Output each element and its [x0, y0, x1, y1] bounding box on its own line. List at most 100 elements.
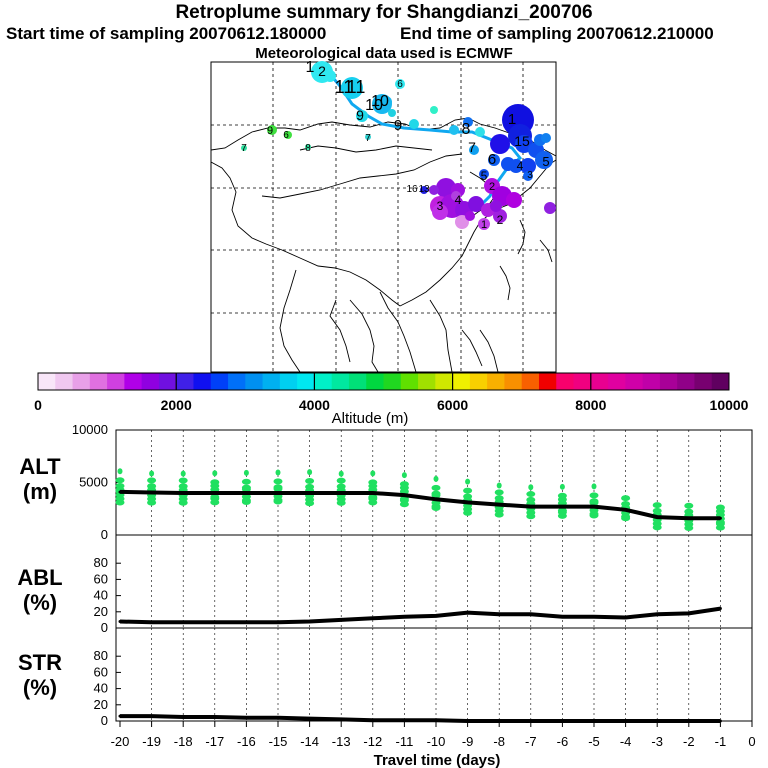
y-tick-label: 5000	[79, 475, 108, 490]
plume-marker	[544, 202, 556, 214]
x-tick-label: -2	[683, 734, 695, 749]
alt-point	[273, 478, 283, 485]
panel-label: ALT	[19, 454, 61, 479]
plume-marker	[490, 134, 510, 154]
series-point	[339, 491, 343, 495]
colorbar-cell	[677, 373, 695, 390]
series-point	[150, 490, 154, 494]
map-day-label: 3	[527, 170, 533, 181]
start-time-label: Start time of sampling 20070612.180000	[6, 24, 327, 43]
plume-marker	[488, 154, 500, 166]
plume-marker	[305, 144, 311, 150]
series-point	[213, 491, 217, 495]
colorbar-cell	[452, 373, 471, 390]
x-tick-label: -11	[395, 734, 413, 749]
plume-marker	[475, 127, 485, 137]
plume-marker	[449, 125, 459, 135]
series-point	[466, 611, 470, 615]
alt-point	[210, 479, 220, 486]
series-point	[529, 612, 533, 616]
alt-point	[399, 481, 409, 488]
plume-marker	[455, 215, 469, 229]
plume-marker	[479, 169, 489, 179]
plume-marker	[241, 145, 247, 151]
series-point	[434, 718, 438, 722]
x-tick-label: -18	[174, 734, 193, 749]
map-day-label: 10	[365, 97, 383, 114]
alt-point	[526, 496, 536, 503]
colorbar-cell	[228, 373, 246, 390]
series-point	[150, 714, 154, 718]
plume-marker	[520, 158, 536, 174]
map-day-label: 7	[365, 133, 371, 144]
colorbar-cell	[297, 373, 315, 390]
map-day-label: 6	[488, 151, 496, 168]
series-point	[276, 620, 280, 624]
series-point	[244, 491, 248, 495]
y-tick-label: 20	[94, 604, 108, 619]
y-tick-label: 40	[94, 588, 108, 603]
map-day-label: 7	[468, 139, 476, 155]
alt-point	[559, 483, 565, 490]
map-gridlines	[211, 62, 556, 372]
colorbar-cell	[694, 373, 713, 390]
colorbar-cell	[107, 373, 125, 390]
colorbar-cell	[55, 373, 74, 390]
x-tick-label: -13	[332, 734, 351, 749]
series-point	[213, 715, 217, 719]
series-point	[244, 716, 248, 720]
colorbar-tick-label: 0	[34, 397, 42, 413]
colorbar-cell	[262, 373, 281, 390]
series-point	[655, 612, 659, 616]
map-day-label: 7	[241, 143, 247, 154]
y-tick-label: 0	[101, 713, 108, 728]
x-tick-label: -3	[651, 734, 663, 749]
plume-marker	[356, 110, 368, 122]
y-tick-label: 80	[94, 555, 108, 570]
panel-alt: 0 5000 10000 ALT(m)	[19, 422, 753, 542]
series-point	[718, 516, 722, 520]
map-day-label: 6	[283, 130, 289, 141]
map-day-label: 13	[418, 184, 430, 195]
plume-marker	[409, 119, 419, 129]
map-day-label: 5	[481, 169, 488, 183]
alt-point	[307, 469, 313, 476]
alt-point	[589, 498, 599, 505]
alt-point	[243, 469, 249, 476]
series-point	[244, 620, 248, 624]
time-series-panels: 0500010000ALT(m)020406080ABL(%)020406080…	[17, 422, 753, 728]
alt-point	[621, 495, 631, 502]
alt-point	[149, 470, 155, 477]
alt-point	[526, 491, 536, 498]
x-tick-label: -9	[462, 734, 474, 749]
alt-scatter	[115, 468, 725, 532]
map-day-label: 2	[318, 63, 326, 79]
colorbar-tick-label: 8000	[575, 397, 606, 413]
alt-point	[115, 483, 125, 490]
colorbar-cell	[642, 373, 661, 390]
alt-point	[178, 477, 188, 484]
colorbar-cell	[158, 373, 177, 390]
panel-label: STR	[18, 650, 62, 675]
chart-title: Retroplume summary for Shangdianzi_20070…	[175, 2, 593, 23]
plume-marker	[395, 79, 405, 89]
alt-point	[463, 487, 473, 494]
map-day-label: 5	[542, 154, 549, 169]
colorbar-cell	[141, 373, 160, 390]
colorbar-cell	[659, 373, 678, 390]
series-point	[624, 508, 628, 512]
alt-point	[684, 502, 694, 509]
series-point	[434, 497, 438, 501]
plume-marker	[468, 196, 484, 212]
y-tick-label: 80	[94, 648, 108, 663]
series-point	[687, 611, 691, 615]
alt-point	[275, 469, 281, 476]
alt-point	[241, 478, 251, 485]
x-tick-label: -19	[142, 734, 161, 749]
panel-label: ABL	[17, 565, 62, 590]
x-tick-label: -5	[588, 734, 600, 749]
map-day-label: 2	[497, 213, 504, 227]
plume-marker	[463, 117, 473, 127]
